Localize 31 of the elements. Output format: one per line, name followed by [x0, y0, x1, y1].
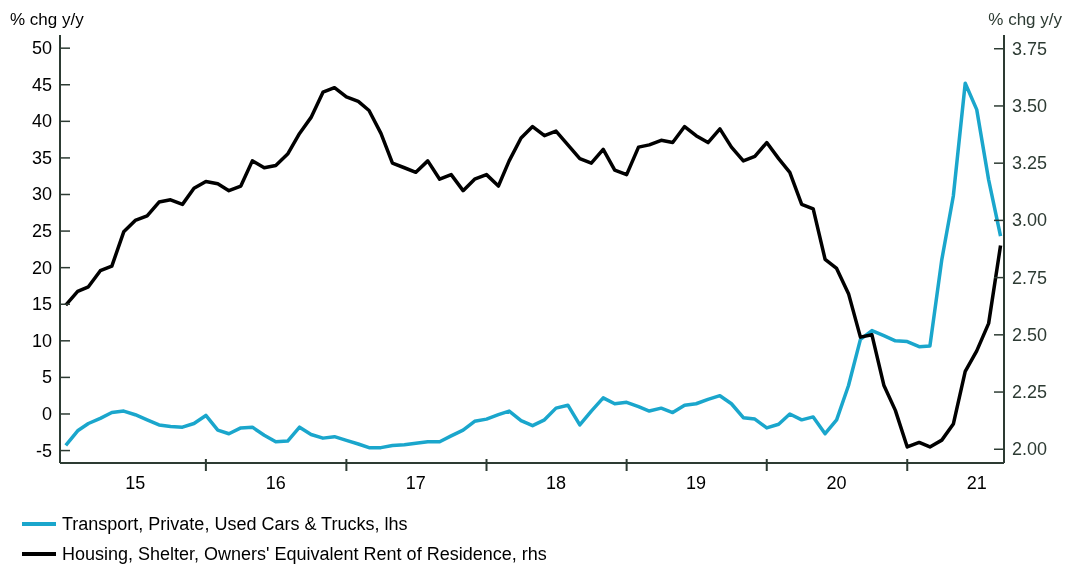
y2-tick-label: 3.25 [1012, 153, 1048, 174]
y-tick-label: 50 [31, 38, 52, 59]
x-tick-label: 19 [686, 473, 707, 493]
y-tick-label: 35 [31, 147, 52, 168]
x-tick-label: 20 [826, 473, 847, 493]
y-tick-label: 5 [41, 367, 52, 388]
y2-tick-label: 2.25 [1012, 382, 1048, 403]
y2-tick-label: 3.50 [1012, 95, 1048, 116]
x-tick-label: 17 [405, 473, 426, 493]
y-tick-label: 45 [31, 74, 52, 95]
y2-tick-label: 3.00 [1012, 210, 1048, 231]
x-tick-label: 18 [545, 473, 567, 493]
y-tick-label: 15 [31, 294, 52, 315]
legend-label: Housing, Shelter, Owners' Equivalent Rent of Residence, rhs [62, 543, 547, 565]
y-tick-label: -5 [35, 440, 52, 461]
y2-tick-label: 3.75 [1012, 38, 1048, 59]
y-tick-label: 40 [31, 111, 52, 132]
y2-tick-label: 2.00 [1012, 439, 1048, 460]
x-tick-label: 16 [265, 473, 286, 493]
y-tick-label: 10 [31, 330, 52, 351]
y2-axis-title: % chg y/y [988, 10, 1062, 30]
legend-label: Transport, Private, Used Cars & Trucks, lhs [62, 513, 408, 535]
y-tick-label: 30 [31, 184, 52, 205]
y-tick-label: 25 [31, 221, 52, 242]
y2-tick-label: 2.75 [1012, 267, 1048, 288]
x-tick-label: 15 [125, 473, 146, 493]
x-tick-label: 21 [966, 473, 987, 493]
y-tick-label: 20 [31, 257, 52, 278]
y-tick-label: 0 [41, 403, 52, 424]
y-axis-title: % chg y/y [10, 10, 84, 30]
y2-tick-label: 2.50 [1012, 324, 1048, 345]
